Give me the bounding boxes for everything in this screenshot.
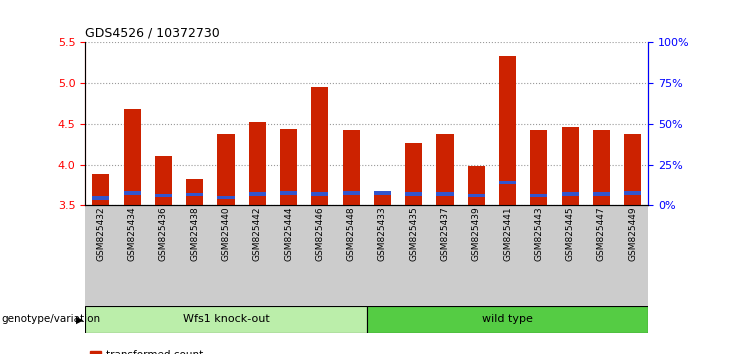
- Bar: [85, 306, 367, 333]
- Bar: [280, 192, 297, 195]
- Bar: [531, 130, 548, 205]
- Text: wild type: wild type: [482, 314, 533, 325]
- Bar: [373, 192, 391, 195]
- Bar: [624, 192, 641, 195]
- Bar: [531, 194, 548, 197]
- Bar: [367, 306, 648, 333]
- Bar: [155, 194, 172, 197]
- Bar: [249, 122, 266, 205]
- Bar: [468, 166, 485, 205]
- Bar: [311, 192, 328, 195]
- Bar: [217, 195, 235, 199]
- Bar: [373, 195, 391, 205]
- Text: Wfs1 knock-out: Wfs1 knock-out: [182, 314, 270, 325]
- Bar: [186, 179, 203, 205]
- Bar: [92, 196, 110, 200]
- Text: genotype/variation: genotype/variation: [1, 314, 101, 325]
- Bar: [342, 192, 359, 195]
- Bar: [593, 130, 610, 205]
- Bar: [92, 175, 110, 205]
- Bar: [436, 134, 453, 205]
- Bar: [280, 129, 297, 205]
- Bar: [593, 192, 610, 195]
- Bar: [217, 134, 235, 205]
- Text: GDS4526 / 10372730: GDS4526 / 10372730: [85, 27, 220, 40]
- Bar: [405, 192, 422, 195]
- Bar: [124, 192, 141, 195]
- Bar: [155, 156, 172, 205]
- Bar: [499, 56, 516, 205]
- Bar: [124, 109, 141, 205]
- Bar: [562, 127, 579, 205]
- Bar: [249, 192, 266, 195]
- Bar: [436, 192, 453, 195]
- Bar: [499, 181, 516, 184]
- Bar: [186, 193, 203, 196]
- Bar: [624, 134, 641, 205]
- Legend: transformed count, percentile rank within the sample: transformed count, percentile rank withi…: [90, 350, 282, 354]
- Bar: [562, 192, 579, 195]
- Bar: [468, 194, 485, 197]
- Bar: [342, 130, 359, 205]
- Bar: [311, 87, 328, 205]
- Text: ▶: ▶: [76, 314, 84, 325]
- Bar: [405, 143, 422, 205]
